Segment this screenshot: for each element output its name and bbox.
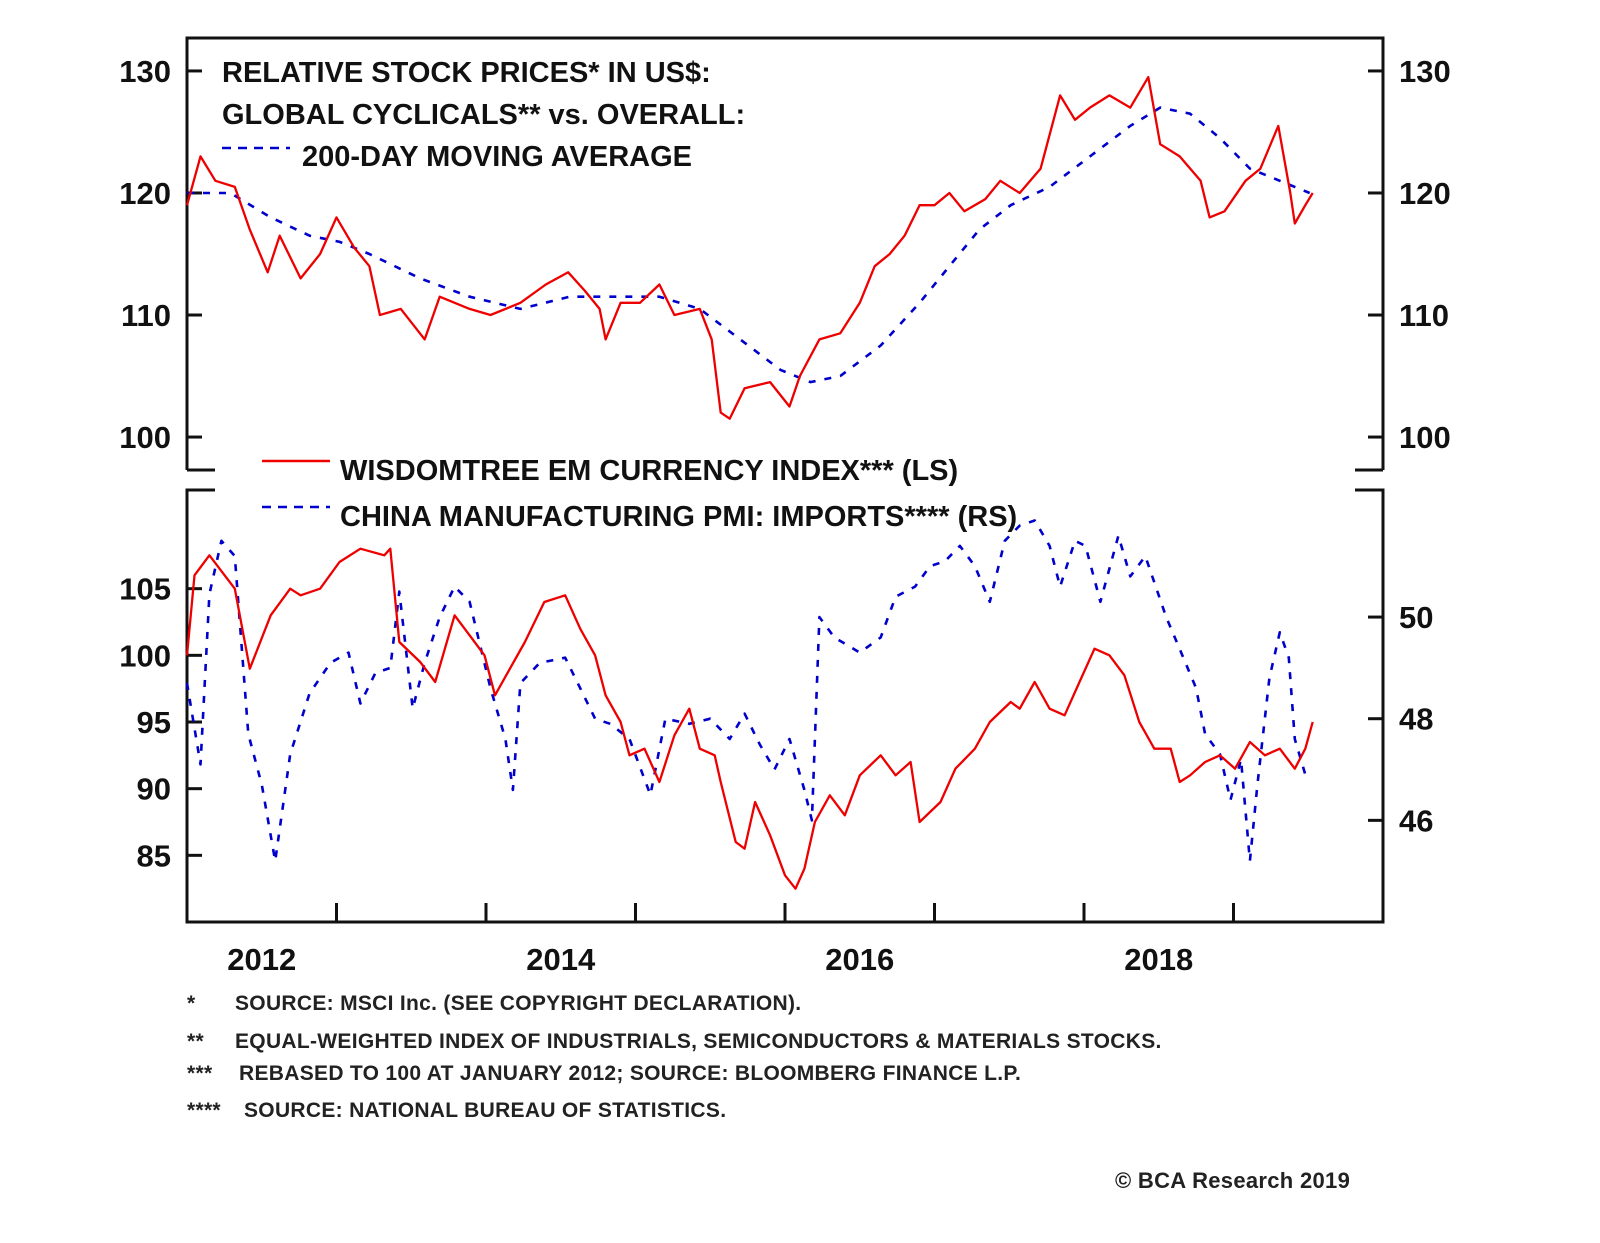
- series-line-moving-average: [187, 106, 1311, 384]
- y-tick-label-right: 46: [1399, 803, 1433, 838]
- chart-frame: [185, 36, 1385, 924]
- footnote-mark: ***: [187, 1062, 213, 1085]
- chart-marks: [185, 75, 1314, 890]
- legend-label-moving-average: 200-DAY MOVING AVERAGE: [302, 141, 692, 173]
- bottom-panel-frame: [185, 488, 1385, 924]
- legend-label-em-currency: WISDOMTREE EM CURRENCY INDEX*** (LS): [340, 455, 958, 487]
- footnote-mark: ****: [187, 1099, 221, 1122]
- top-title-line-2: GLOBAL CYCLICALS** vs. OVERALL:: [222, 99, 745, 131]
- y-tick-label-left: 110: [121, 298, 171, 333]
- footnote-4: **** SOURCE: NATIONAL BUREAU OF STATISTIC…: [187, 1099, 726, 1123]
- y-tick-label-right: 48: [1399, 702, 1433, 737]
- x-tick-label: 2018: [1124, 942, 1193, 977]
- y-tick-label-right: 120: [1399, 176, 1451, 211]
- footnote-text: SOURCE: NATIONAL BUREAU OF STATISTICS.: [244, 1099, 727, 1122]
- y-tick-label-right: 110: [1399, 298, 1449, 333]
- x-tick-label: 2016: [825, 942, 894, 977]
- top-panel-frame: [185, 36, 1385, 470]
- y-tick-label-left: 90: [137, 772, 171, 807]
- y-tick-label-left: 100: [119, 638, 171, 673]
- y-tick-label-left: 85: [137, 838, 171, 873]
- x-tick-label: 2012: [227, 942, 296, 977]
- footnote-mark: **: [187, 1030, 204, 1053]
- series-line-china-pmi-imports: [185, 519, 1307, 863]
- y-tick-label-right: 50: [1399, 600, 1433, 635]
- y-tick-label-left: 105: [119, 572, 171, 607]
- y-tick-label-left: 100: [119, 420, 171, 455]
- footnote-2: ** EQUAL-WEIGHTED INDEX OF INDUSTRIALS, S…: [187, 1030, 1162, 1054]
- series-line-relative-stock-prices: [185, 75, 1314, 420]
- legend-label-china-pmi: CHINA MANUFACTURING PMI: IMPORTS**** (RS…: [340, 501, 1017, 533]
- y-tick-label-right: 130: [1399, 54, 1451, 89]
- footnote-1: * SOURCE: MSCI Inc. (SEE COPYRIGHT DECLAR…: [187, 992, 801, 1016]
- series-line-em-currency-index: [185, 547, 1314, 890]
- footnote-text: EQUAL-WEIGHTED INDEX OF INDUSTRIALS, SEM…: [235, 1030, 1162, 1053]
- footnote-text: REBASED TO 100 AT JANUARY 2012; SOURCE: …: [239, 1062, 1022, 1085]
- y-tick-label-right: 100: [1399, 420, 1451, 455]
- copyright: © BCA Research 2019: [1115, 1168, 1351, 1193]
- y-tick-label-left: 130: [119, 54, 171, 89]
- footnote-mark: *: [187, 992, 196, 1015]
- top-title-line-1: RELATIVE STOCK PRICES* IN US$:: [222, 57, 711, 89]
- x-tick-label: 2014: [526, 942, 596, 977]
- y-tick-label-left: 120: [119, 176, 171, 211]
- y-tick-label-left: 95: [137, 705, 171, 740]
- footnote-3: *** REBASED TO 100 AT JANUARY 2012; SOURC…: [187, 1062, 1021, 1086]
- chart-labels: RELATIVE STOCK PRICES* IN US$: GLOBAL CY…: [119, 54, 1450, 977]
- footnote-text: SOURCE: MSCI Inc. (SEE COPYRIGHT DECLARA…: [235, 992, 802, 1015]
